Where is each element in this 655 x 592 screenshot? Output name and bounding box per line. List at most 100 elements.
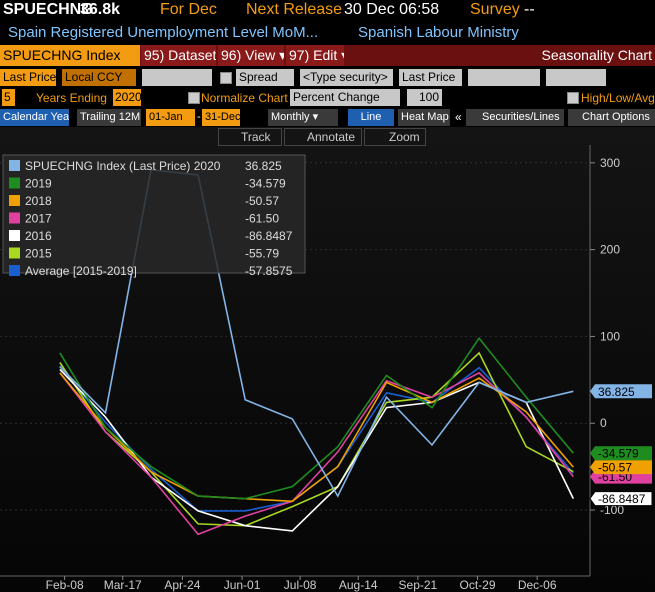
- legend-value: -57.8575: [245, 264, 293, 278]
- years-ending-label: Years Ending: [36, 91, 107, 105]
- y-tick-label: 0: [600, 416, 607, 430]
- legend-value: -61.50: [245, 212, 279, 226]
- legend-swatch: [9, 230, 20, 241]
- dropdown[interactable]: [546, 69, 606, 86]
- next-release-label: Next Release: [246, 1, 343, 18]
- trailing-button[interactable]: Trailing 12M: [77, 109, 141, 126]
- checkbox[interactable]: [567, 92, 579, 104]
- high-low-avg-label: High/Low/Avg: [581, 91, 655, 105]
- series-line: [59, 368, 575, 532]
- frequency-select[interactable]: Monthly ▾: [268, 109, 338, 126]
- last-value-tag: -34.579: [590, 446, 652, 461]
- dropdown[interactable]: [468, 69, 540, 86]
- date-separator: -: [197, 111, 201, 123]
- chart: -100 0 100 200 300 Feb-08 Mar-17 Apr-24 Jun-01 Ju…: [0, 127, 655, 592]
- function-name: Seasonality Chart: [541, 47, 652, 63]
- x-tick-label: Jul-08: [284, 578, 317, 592]
- source: Spanish Labour Ministry: [358, 24, 519, 41]
- legend-swatch: [9, 265, 20, 276]
- security-input[interactable]: <Type security>: [300, 69, 393, 86]
- checkbox[interactable]: [220, 72, 232, 84]
- calendar-year-button[interactable]: Calendar Year: [0, 109, 69, 126]
- x-tick-label: Aug-14: [339, 578, 378, 592]
- legend-swatch: [9, 247, 20, 259]
- legend-swatch: [9, 177, 20, 189]
- collapse-button[interactable]: «: [455, 110, 462, 124]
- security-tab[interactable]: SPUECHNG Index: [0, 45, 140, 66]
- checkbox[interactable]: [188, 92, 200, 104]
- x-tick-label: Dec-06: [518, 578, 557, 592]
- legend-value: -34.579: [245, 177, 286, 191]
- legend-label: 2019: [25, 177, 52, 191]
- dropdown[interactable]: [142, 69, 212, 86]
- field-select-2[interactable]: Last Price: [399, 69, 462, 86]
- last-value-tag: 36.825: [590, 384, 652, 399]
- tag-label: -34.579: [598, 447, 639, 461]
- legend-value: 36.825: [245, 159, 282, 173]
- legend-swatch: [9, 160, 20, 171]
- currency-select[interactable]: Local CCY: [62, 69, 136, 86]
- legend-box: [2, 154, 306, 274]
- normalize-select[interactable]: Percent Change: [290, 89, 400, 106]
- x-tick-label: Feb-08: [46, 578, 84, 592]
- x-tick-label: Jun-01: [224, 578, 261, 592]
- tag-label: -86.8487: [598, 492, 646, 506]
- edit-tab[interactable]: 97) Edit ▾: [286, 45, 344, 66]
- series-line: [59, 351, 574, 527]
- legend-label: 2015: [25, 247, 52, 261]
- tag-label: 36.825: [598, 385, 635, 399]
- x-tick-label: Oct-29: [460, 578, 496, 592]
- spread-select[interactable]: Spread: [236, 69, 294, 86]
- normalize-base[interactable]: 100: [407, 89, 442, 106]
- years-input[interactable]: 5: [2, 89, 15, 106]
- tag-label: -50.57: [598, 461, 632, 475]
- y-tick-label: 200: [600, 243, 620, 257]
- tag-shape: [590, 460, 652, 475]
- survey: --: [524, 1, 535, 18]
- last-value-tag: -50.57: [590, 460, 652, 475]
- legend: SPUECHNG Index (Last Price) 2020 36.825 20…: [2, 154, 306, 278]
- last-value: 36.8k: [80, 1, 121, 18]
- heat-map-button[interactable]: Heat Map: [398, 109, 450, 126]
- series-line: [59, 371, 574, 536]
- year-input[interactable]: 2020: [113, 89, 141, 106]
- track-button[interactable]: Track: [218, 128, 282, 146]
- ticker: SPUECHNG: [3, 1, 94, 18]
- legend-label: SPUECHNG Index (Last Price) 2020: [25, 159, 221, 173]
- next-release: 30 Dec 06:58: [344, 1, 440, 18]
- series-line: [59, 372, 574, 503]
- legend-label: 2017: [25, 212, 52, 226]
- legend-label: 2018: [25, 194, 52, 208]
- view-tab[interactable]: 96) View ▾: [218, 45, 284, 66]
- tag-shape: [590, 384, 652, 399]
- annotate-button[interactable]: Annotate: [284, 128, 362, 146]
- y-tick-label: 100: [600, 329, 620, 343]
- y-tick-label: 300: [600, 156, 620, 170]
- x-tick-label: Mar-17: [104, 578, 142, 592]
- description: Spain Registered Unemployment Level MoM.…: [8, 24, 319, 41]
- y-tick-label: -100: [600, 503, 624, 517]
- tag-shape: [590, 446, 652, 461]
- datasets-tab[interactable]: 95) Datasets: [141, 45, 216, 66]
- line-button[interactable]: Line: [348, 109, 394, 126]
- legend-value: -86.8487: [245, 229, 293, 243]
- tag-shape: [589, 491, 653, 507]
- legend-swatch: [9, 195, 20, 206]
- x-tick-label: Apr-24: [164, 578, 200, 592]
- field-select[interactable]: Last Price: [0, 69, 56, 86]
- end-date[interactable]: 31-Dec: [202, 109, 240, 126]
- chart-options-button[interactable]: Chart Options: [568, 109, 655, 126]
- legend-label: 2016: [25, 229, 52, 243]
- securities-lines-button[interactable]: Securities/Lines: [466, 109, 564, 126]
- normalize-label: Normalize Chart: [201, 91, 288, 105]
- legend-label: Average [2015-2019]: [25, 264, 137, 278]
- series-line: [59, 336, 574, 500]
- legend-value: -50.57: [245, 194, 279, 208]
- survey-label: Survey: [470, 1, 520, 18]
- zoom-button[interactable]: Zoom: [364, 128, 426, 146]
- start-date[interactable]: 01-Jan: [146, 109, 195, 126]
- x-tick-label: Sep-21: [399, 578, 438, 592]
- period: For Dec: [160, 1, 217, 18]
- last-value-tag: -86.8487: [589, 491, 653, 507]
